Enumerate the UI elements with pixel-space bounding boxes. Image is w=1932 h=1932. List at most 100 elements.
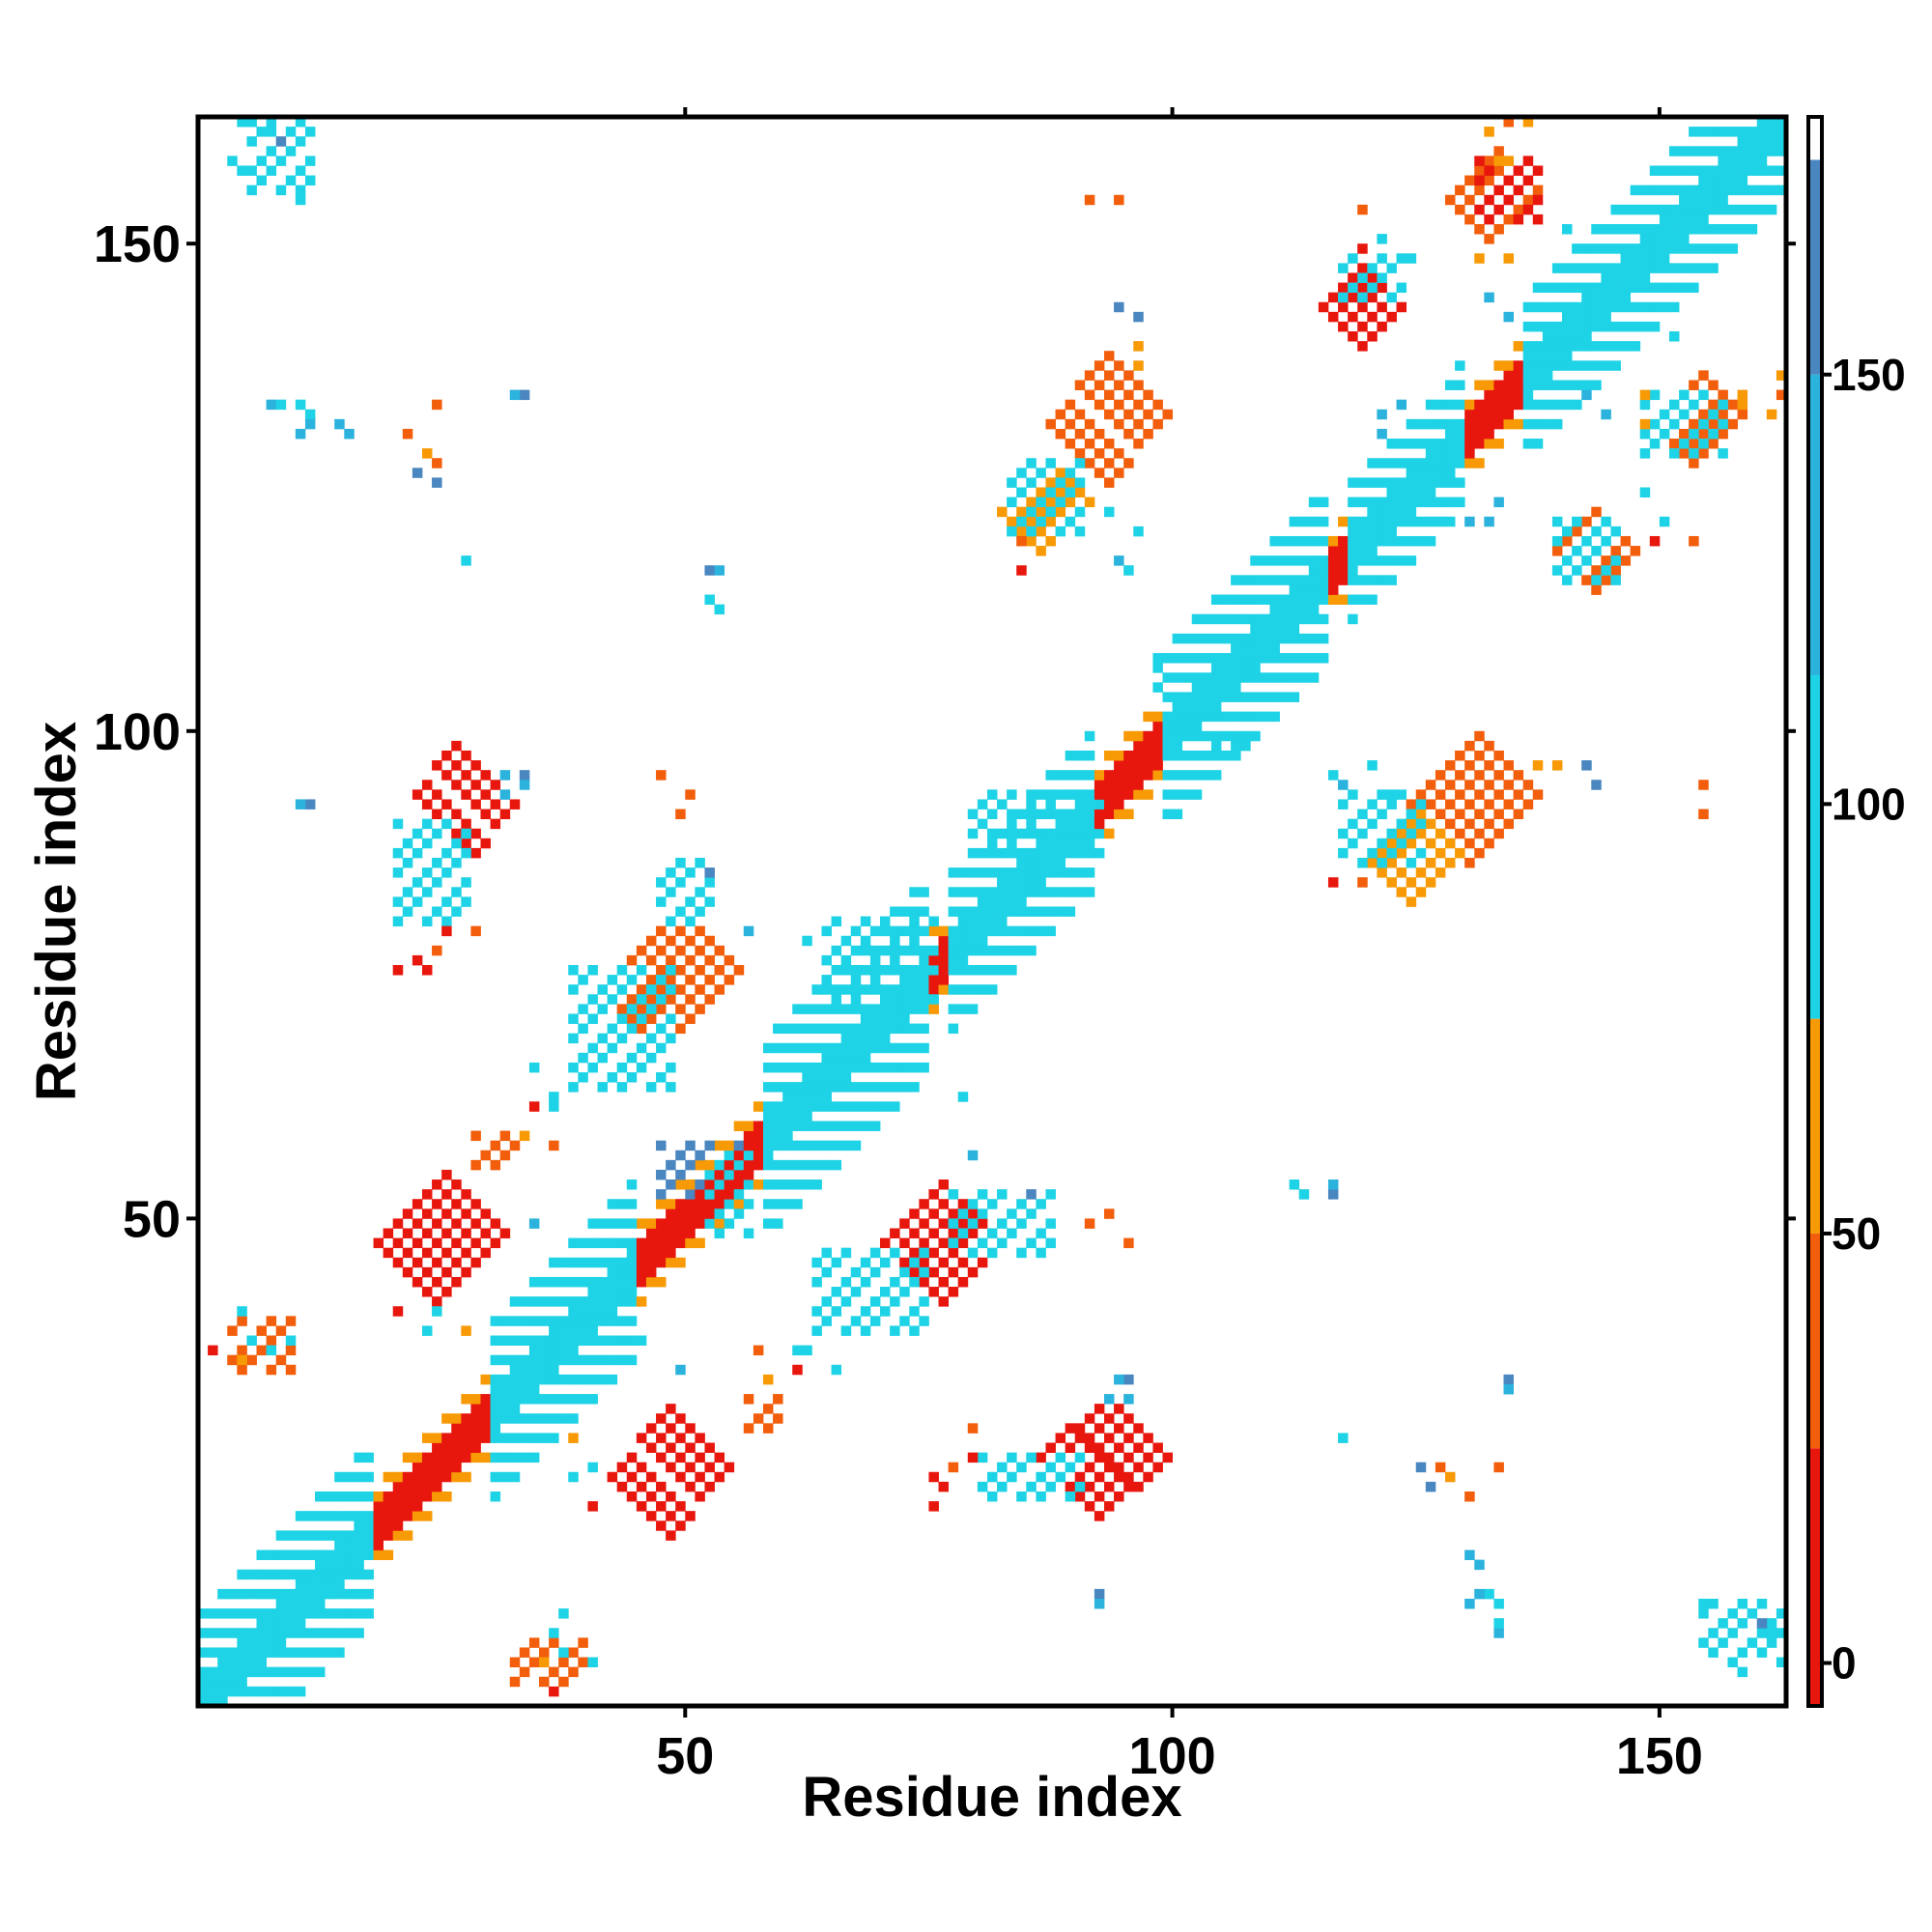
heatmap-cell (1464, 780, 1475, 790)
heatmap-cell (773, 1101, 783, 1112)
heatmap-cell (1308, 497, 1320, 508)
heatmap-cell (890, 994, 900, 1005)
heatmap-cell (315, 1647, 326, 1658)
heatmap-cell (1581, 263, 1592, 273)
heatmap-cell (1279, 623, 1291, 635)
heatmap-cell (578, 1072, 588, 1083)
heatmap-cell (1327, 546, 1339, 556)
heatmap-cell (1289, 604, 1300, 615)
heatmap-cell (695, 857, 705, 868)
heatmap-cell (1026, 516, 1037, 527)
heatmap-cell (1210, 711, 1222, 723)
heatmap-cell (568, 1296, 579, 1307)
heatmap-cell (549, 1364, 559, 1376)
heatmap-cell (490, 1140, 501, 1151)
heatmap-cell (451, 1423, 462, 1434)
heatmap-cell (645, 1082, 657, 1093)
heatmap-cell (285, 1628, 297, 1638)
heatmap-cell (1357, 301, 1368, 313)
heatmap-cell (509, 1471, 521, 1483)
heatmap-cell (636, 1062, 647, 1073)
heatmap-cell (1338, 555, 1349, 566)
heatmap-cell (909, 994, 920, 1005)
heatmap-cell (558, 1374, 569, 1385)
heatmap-cell (1348, 575, 1358, 585)
heatmap-cell (1094, 799, 1105, 810)
heatmap-cell (1289, 575, 1300, 585)
heatmap-cell (1698, 213, 1709, 225)
heatmap-cell (1279, 575, 1291, 585)
heatmap-cell (1484, 418, 1494, 430)
heatmap-cell (539, 1316, 550, 1326)
heatmap-cell (1367, 594, 1378, 605)
heatmap-cell (890, 925, 900, 937)
heatmap-cell (909, 1042, 920, 1054)
heatmap-cell (1191, 789, 1203, 800)
heatmap-cell (1601, 321, 1611, 332)
heatmap-cell (373, 1530, 384, 1541)
heatmap-cell (811, 1072, 822, 1083)
heatmap-cell (432, 1481, 442, 1492)
heatmap-cell (1513, 185, 1524, 196)
heatmap-cell (1055, 818, 1066, 830)
heatmap-cell (1718, 1637, 1728, 1648)
heatmap-cell (246, 1354, 257, 1366)
heatmap-cell (1172, 653, 1183, 664)
heatmap-cell (295, 1618, 306, 1629)
heatmap-cell (1055, 887, 1066, 897)
heatmap-cell (1289, 516, 1300, 527)
heatmap-cell (1727, 156, 1738, 166)
heatmap-cell (227, 1676, 238, 1688)
heatmap-cell (1396, 301, 1407, 313)
heatmap-cell (831, 1257, 842, 1268)
heatmap-cell (1250, 711, 1261, 723)
heatmap-cell (1279, 633, 1291, 644)
heatmap-cell (626, 954, 638, 966)
heatmap-cell (1737, 204, 1748, 215)
heatmap-cell (1279, 692, 1291, 702)
heatmap-cell (1503, 213, 1514, 225)
heatmap-cell (1036, 487, 1046, 497)
heatmap-cell (578, 1023, 588, 1035)
heatmap-cell (1484, 799, 1494, 810)
heatmap-cell (1659, 409, 1670, 420)
heatmap-cell (840, 1072, 852, 1083)
heatmap-cell (792, 1121, 803, 1131)
heatmap-cell (480, 1394, 491, 1405)
heatmap-cell (1396, 506, 1407, 518)
heatmap-cell (421, 818, 433, 830)
heatmap-cell (909, 984, 920, 995)
heatmap-cell (246, 1628, 257, 1638)
heatmap-cell (685, 1189, 696, 1200)
heatmap-cell (1484, 194, 1494, 206)
heatmap-cell (675, 809, 686, 820)
heatmap-cell (1551, 546, 1563, 556)
heatmap-cell (656, 1072, 667, 1083)
heatmap-cell (1620, 204, 1632, 215)
heatmap-cell (539, 1433, 550, 1443)
heatmap-cell (558, 1257, 569, 1268)
heatmap-cell (919, 945, 929, 956)
heatmap-cell (1679, 282, 1690, 294)
heatmap-cell (1201, 633, 1212, 644)
heatmap-cell (1327, 770, 1339, 781)
heatmap-cell (470, 1257, 481, 1268)
heatmap-cell (811, 1101, 822, 1112)
heatmap-cell (743, 1394, 754, 1405)
heatmap-cell (344, 428, 355, 440)
heatmap-cell (695, 1452, 705, 1463)
heatmap-cell (1055, 477, 1066, 488)
heatmap-cell (432, 1257, 442, 1268)
heatmap-cell (1601, 301, 1611, 313)
heatmap-cell (909, 916, 920, 927)
heatmap-cell (1143, 711, 1153, 723)
heatmap-cell (285, 1588, 297, 1600)
heatmap-cell (315, 1569, 326, 1580)
heatmap-cell (1620, 282, 1632, 294)
heatmap-cell (568, 1354, 579, 1366)
heatmap-cell (402, 1511, 413, 1521)
heatmap-cell (1103, 799, 1115, 810)
heatmap-cell (1357, 282, 1368, 294)
heatmap-cell (1007, 945, 1017, 956)
heatmap-cell (802, 935, 812, 947)
